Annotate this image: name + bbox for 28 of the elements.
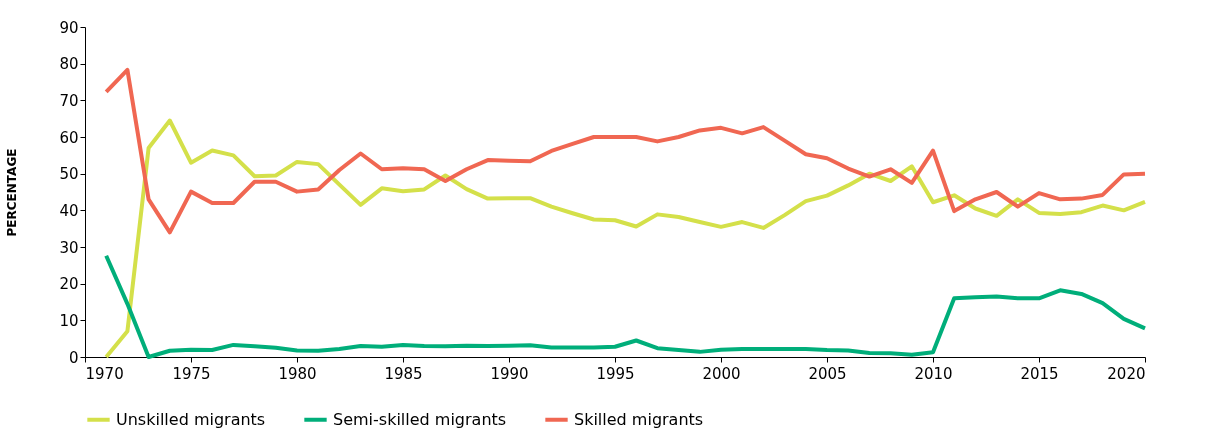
x-tick-label: 1975 bbox=[172, 364, 211, 383]
x-tick-label: 1980 bbox=[278, 364, 317, 383]
y-tick-label: 80 bbox=[59, 55, 79, 74]
x-tick-label: 2015 bbox=[1020, 364, 1059, 383]
y-tick-label: 20 bbox=[59, 275, 79, 294]
y-tick-label: 70 bbox=[59, 91, 79, 110]
y-tick-label: 60 bbox=[59, 128, 79, 147]
x-tick-label: 2020 bbox=[1107, 364, 1146, 383]
x-tick-label: 2000 bbox=[702, 364, 741, 383]
line-series bbox=[104, 253, 1147, 359]
y-tick-label: 90 bbox=[59, 18, 79, 37]
y-tick-label: 40 bbox=[59, 201, 79, 220]
y-tick-label: 30 bbox=[59, 238, 79, 257]
y-tick-label: 0 bbox=[68, 348, 79, 367]
line-series bbox=[104, 118, 1147, 359]
x-tick-label: 2010 bbox=[914, 364, 953, 383]
legend-label: Unskilled migrants bbox=[116, 409, 266, 429]
legend-label: Semi-skilled migrants bbox=[333, 409, 507, 429]
line-series bbox=[104, 67, 1147, 235]
x-tick-label: 1995 bbox=[596, 364, 635, 383]
x-tick-label: 1970 bbox=[85, 364, 124, 383]
x-tick-label: 1990 bbox=[490, 364, 529, 383]
x-tick-label: 2005 bbox=[808, 364, 847, 383]
x-tick-label: 1985 bbox=[384, 364, 423, 383]
y-tick-label: 50 bbox=[59, 165, 79, 184]
y-axis-title: PERCENTAGE bbox=[5, 148, 20, 237]
y-tick-label: 10 bbox=[59, 311, 79, 330]
legend-label: Skilled migrants bbox=[574, 409, 704, 429]
